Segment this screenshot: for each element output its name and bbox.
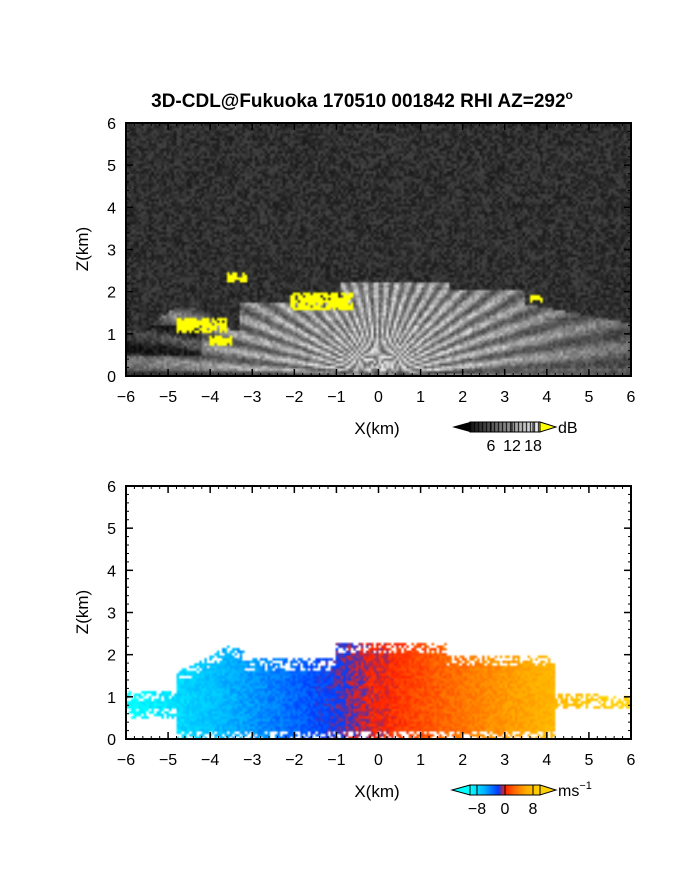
velocity-y-tick-label: 6 (107, 479, 116, 496)
velocity-y-tick-label: 0 (107, 732, 116, 749)
snr-x-tick-label: 5 (584, 389, 593, 406)
velocity-y-axis: 0 1 2 3 4 5 6 (107, 479, 631, 749)
velocity-x-tick-label: 0 (374, 752, 383, 769)
velocity-x-tick-label: −4 (201, 752, 219, 769)
snr-x-tick-label: 4 (542, 389, 551, 406)
snr-x-tick-label: 3 (500, 389, 509, 406)
velocity-y-tick-label: 2 (107, 648, 116, 665)
velocity-colorbar-unit: ms−1 (558, 780, 592, 800)
snr-y-axis-label: Z(km) (73, 227, 92, 271)
velocity-x-tick-label: −5 (159, 752, 177, 769)
figure-title-degree: o (566, 88, 573, 102)
velocity-colorbar-tick-label: 0 (501, 801, 510, 818)
figure-title-text: 3D-CDL@Fukuoka 170510 001842 RHI AZ=292 (151, 91, 565, 112)
velocity-x-tick-label: 6 (627, 752, 636, 769)
snr-x-tick-label: −5 (159, 389, 177, 406)
snr-colorbar-frame (469, 421, 541, 433)
snr-x-axis-label: X(km) (354, 419, 399, 438)
snr-y-tick-label: 3 (107, 243, 116, 260)
velocity-y-tick-label: 1 (107, 690, 116, 707)
snr-x-tick-label: −4 (201, 389, 219, 406)
velocity-x-tick-label: 2 (458, 752, 467, 769)
snr-colorbar-tick-label: 12 (503, 438, 521, 455)
snr-colorbar-ticks: 6 12 18 (487, 422, 542, 455)
velocity-x-axis-label: X(km) (354, 782, 399, 801)
snr-x-tick-label: 1 (416, 389, 425, 406)
velocity-colorbar-tick-label: −8 (468, 801, 486, 818)
velocity-x-tick-label: 1 (416, 752, 425, 769)
velocity-x-tick-label: −3 (243, 752, 261, 769)
velocity-x-tick-label: −6 (117, 752, 135, 769)
velocity-colorbar-extend-high (539, 784, 558, 796)
snr-x-tick-label: −1 (327, 389, 345, 406)
velocity-colorbar-tick-label: 8 (529, 801, 538, 818)
velocity-colorbar: −8 0 8 ms−1 (450, 780, 592, 818)
snr-x-tick-label: −3 (243, 389, 261, 406)
velocity-y-tick-label: 5 (107, 521, 116, 538)
snr-colorbar-extend-low (452, 422, 470, 432)
velocity-y-tick-label: 4 (107, 563, 116, 580)
snr-x-tick-label: −2 (285, 389, 303, 406)
velocity-heatmap (126, 486, 631, 739)
velocity-x-tick-label: 3 (500, 752, 509, 769)
velocity-x-tick-label: 4 (542, 752, 551, 769)
snr-colorbar-unit: dB (558, 420, 578, 437)
snr-y-tick-label: 4 (107, 200, 116, 217)
figure-title: 3D-CDL@Fukuoka 170510 001842 RHI AZ=292o (151, 88, 573, 112)
snr-y-tick-label: 2 (107, 285, 116, 302)
snr-y-axis: 0 1 2 3 4 5 6 (107, 116, 631, 386)
snr-x-tick-label: 2 (458, 389, 467, 406)
velocity-x-tick-label: −2 (285, 752, 303, 769)
velocity-colorbar-unit-base: ms (558, 783, 579, 800)
velocity-colorbar-unit-exponent: −1 (579, 780, 592, 792)
snr-colorbar-tick-label: 18 (524, 438, 542, 455)
snr-colorbar-gradient (470, 422, 540, 432)
snr-y-tick-label: 0 (107, 369, 116, 386)
velocity-colorbar-ticks: −8 0 8 (468, 785, 538, 818)
velocity-x-tick-label: −1 (327, 752, 345, 769)
snr-y-tick-label: 6 (107, 116, 116, 133)
velocity-x-tick-label: 5 (584, 752, 593, 769)
velocity-colorbar-extend-low (450, 784, 471, 796)
snr-y-tick-label: 5 (107, 158, 116, 175)
velocity-y-tick-label: 3 (107, 606, 116, 623)
snr-heatmap (126, 123, 631, 376)
snr-x-axis: −6 −5 −4 −3 −2 −1 0 1 2 3 4 5 6 (117, 123, 636, 406)
snr-colorbar: 6 12 18 dB (452, 420, 578, 455)
snr-x-tick-label: −6 (117, 389, 135, 406)
snr-colorbar-extend-high (539, 421, 558, 433)
velocity-x-axis: −6 −5 −4 −3 −2 −1 0 1 2 3 4 5 6 (117, 486, 636, 769)
snr-colorbar-tick-label: 6 (487, 438, 496, 455)
snr-x-tick-label: 0 (374, 389, 383, 406)
snr-y-tick-label: 1 (107, 327, 116, 344)
snr-x-tick-label: 6 (627, 389, 636, 406)
velocity-y-axis-label: Z(km) (73, 590, 92, 634)
